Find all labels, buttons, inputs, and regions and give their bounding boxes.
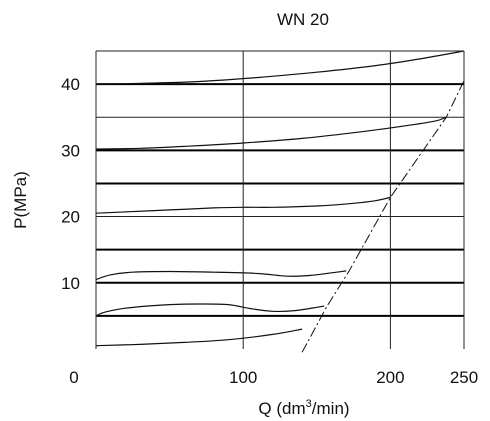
x-axis-label-tail: /min) [312, 399, 350, 418]
x-tick-label-1: 100 [229, 368, 257, 387]
y-tick-label-0: 10 [61, 274, 80, 293]
x-axis-label: Q (dm3/min) [258, 398, 349, 418]
x-tick-label-0: 0 [69, 368, 78, 387]
series-line-1 [95, 303, 325, 317]
limit-line [301, 80, 465, 353]
x-axis-label-main: Q (dm [258, 399, 305, 418]
series-line-0 [95, 328, 303, 347]
x-tick-label-3: 250 [450, 368, 478, 387]
y-axis-label: P(MPa) [11, 171, 30, 229]
y-tick-label-2: 30 [61, 141, 80, 160]
series-line-4 [95, 116, 447, 150]
x-tick-label-2: 200 [376, 368, 404, 387]
series-line-3 [95, 196, 391, 214]
y-tick-label-3: 40 [61, 75, 80, 94]
limit-line-group [301, 80, 465, 353]
series-group [95, 50, 465, 347]
x-axis-label-sup: 3 [306, 398, 312, 410]
x-tick-labels: 0 100 200 250 [69, 368, 478, 387]
y-tick-label-1: 20 [61, 208, 80, 227]
chart-title: WN 20 [277, 10, 329, 29]
plot-frame [95, 50, 465, 349]
y-tick-labels: 10 20 30 40 [61, 75, 80, 293]
series-line-2 [95, 270, 347, 281]
grid [96, 51, 464, 349]
series-line-5 [95, 50, 465, 85]
